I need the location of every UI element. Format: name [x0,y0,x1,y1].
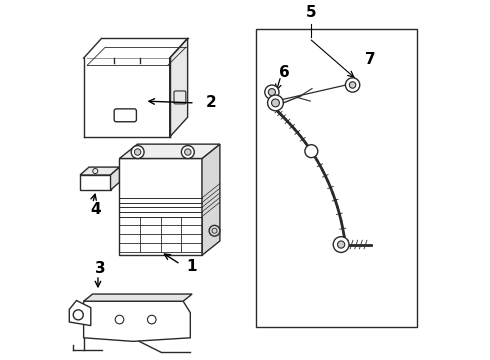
FancyBboxPatch shape [114,109,136,122]
Circle shape [305,145,318,158]
Circle shape [181,145,195,158]
Circle shape [131,145,144,158]
Circle shape [134,149,141,155]
Polygon shape [84,301,190,341]
Circle shape [333,237,349,252]
FancyBboxPatch shape [174,91,186,104]
Circle shape [185,149,191,155]
Bar [120,158,202,255]
Circle shape [345,78,360,92]
Circle shape [338,241,344,248]
Text: 2: 2 [205,95,216,111]
Bar [80,175,111,190]
Circle shape [73,310,83,320]
Polygon shape [111,167,120,190]
Text: 5: 5 [306,5,317,20]
Bar [256,30,417,327]
Circle shape [147,315,156,324]
Text: 4: 4 [90,202,101,217]
Text: 7: 7 [365,52,376,67]
Text: 1: 1 [186,259,196,274]
Circle shape [271,99,279,107]
Circle shape [209,225,220,236]
Polygon shape [202,144,220,255]
Circle shape [268,95,283,111]
Polygon shape [80,167,120,175]
Polygon shape [69,301,91,325]
Text: 6: 6 [279,65,290,80]
Polygon shape [170,39,188,137]
Circle shape [115,315,124,324]
Circle shape [93,168,98,174]
Text: 3: 3 [95,261,106,276]
Circle shape [269,89,275,96]
Polygon shape [120,144,220,158]
Circle shape [265,85,279,99]
Circle shape [349,82,356,88]
Polygon shape [84,294,192,301]
Circle shape [212,228,217,233]
